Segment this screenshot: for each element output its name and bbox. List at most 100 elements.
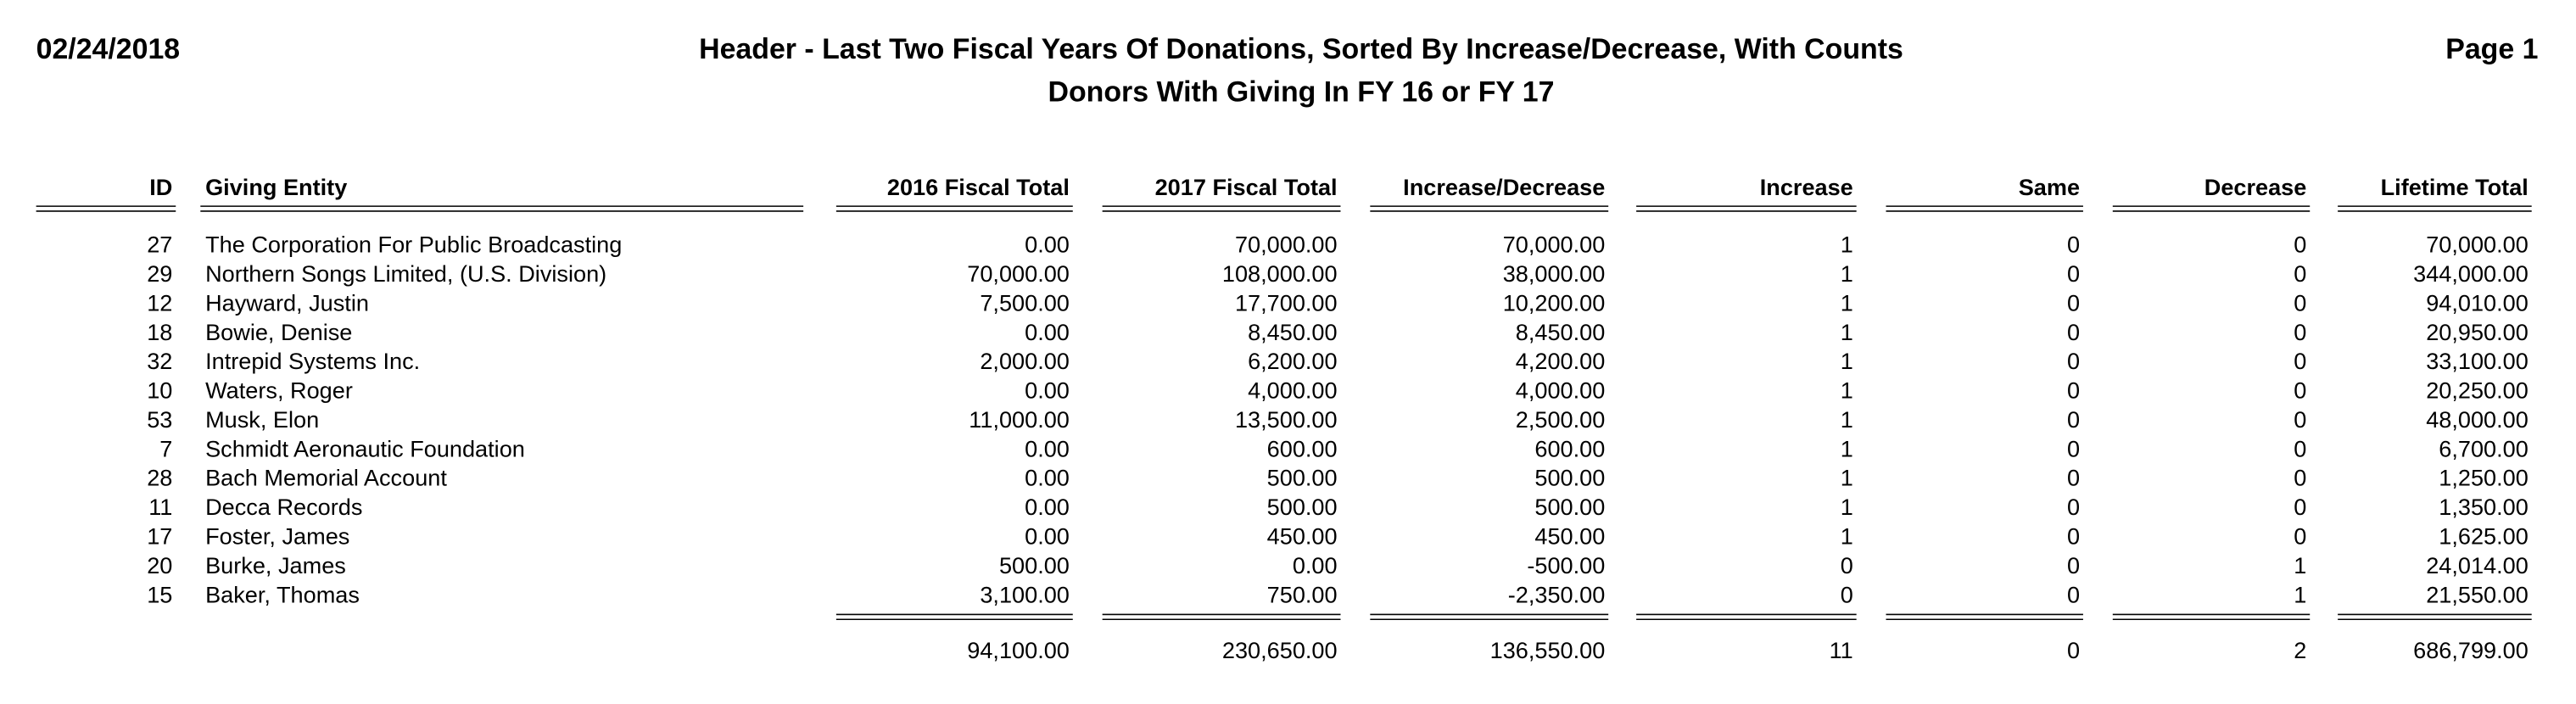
cell: 7	[159, 435, 172, 461]
cell: 0.00	[1025, 523, 1070, 550]
cell: 1,350.00	[2439, 494, 2529, 520]
cell: 4,000.00	[1516, 377, 1606, 404]
cell: 1,250.00	[2439, 465, 2529, 491]
total-cell: 11	[1830, 637, 1853, 663]
cell: 0	[2067, 406, 2080, 433]
entity-name: Baker, Thomas	[205, 581, 360, 607]
cell: 0	[2294, 523, 2306, 550]
cell: 0.00	[1025, 494, 1070, 520]
cell: 1	[1841, 260, 1853, 287]
cell: 0	[2294, 406, 2306, 433]
entity-name: Decca Records	[205, 494, 362, 520]
cell: 0.00	[1025, 319, 1070, 345]
cell: 0	[2294, 435, 2306, 461]
cell: 0	[2294, 232, 2306, 258]
total-cell: 0	[2067, 637, 2080, 663]
cell: 450.00	[1534, 523, 1605, 550]
cell: 0.00	[1025, 232, 1070, 258]
cell: 1	[1841, 523, 1853, 550]
cell: 0	[2294, 319, 2306, 345]
cell: 0	[2294, 377, 2306, 404]
cell: 3,100.00	[980, 581, 1070, 607]
cell: 0	[2067, 232, 2080, 258]
total-cell: 2	[2294, 637, 2306, 663]
cell: 15	[147, 581, 172, 607]
entity-name: Burke, James	[205, 552, 346, 578]
entity-name: Waters, Roger	[205, 377, 353, 404]
cell: 0.00	[1025, 465, 1070, 491]
page-number: Page 1	[2445, 33, 2538, 65]
total-cell: 136,550.00	[1490, 637, 1606, 663]
cell: 20,950.00	[2426, 319, 2529, 345]
cell: 4,200.00	[1516, 348, 1606, 374]
cell: 0	[2067, 319, 2080, 345]
cell: 0	[1841, 552, 1853, 578]
cell: 94,010.00	[2426, 289, 2529, 316]
cell: 1	[1841, 465, 1853, 491]
cell: 500.00	[999, 552, 1070, 578]
cell: 0	[2294, 494, 2306, 520]
cell: 500.00	[1267, 494, 1338, 520]
cell: -2,350.00	[1508, 581, 1606, 607]
cell: 18	[147, 319, 172, 345]
cell: 17	[147, 523, 172, 550]
cell: 10	[147, 377, 172, 404]
cell: 0	[2067, 289, 2080, 316]
cell: 12	[147, 289, 172, 316]
cell: 33,100.00	[2426, 348, 2529, 374]
cell: 0	[2294, 348, 2306, 374]
cell: 0	[2067, 348, 2080, 374]
cell: 0	[2067, 435, 2080, 461]
cell: 344,000.00	[2413, 260, 2529, 287]
cell: 0	[2067, 523, 2080, 550]
cell: 0	[2067, 494, 2080, 520]
cell: 1	[1841, 319, 1853, 345]
cell: 6,200.00	[1248, 348, 1338, 374]
cell: 1	[1841, 406, 1853, 433]
cell: 29	[147, 260, 172, 287]
cell: 10,200.00	[1503, 289, 1606, 316]
cell: 1	[1841, 435, 1853, 461]
total-cell: 94,100.00	[967, 637, 1070, 663]
cell: 1	[1841, 348, 1853, 374]
cell: 21,550.00	[2426, 581, 2529, 607]
entity-name: Hayward, Justin	[205, 289, 369, 316]
column-header: Increase	[1760, 174, 1853, 200]
cell: 0	[2067, 377, 2080, 404]
cell: 450.00	[1267, 523, 1338, 550]
cell: 1	[1841, 494, 1853, 520]
cell: 53	[147, 406, 172, 433]
cell: 17,700.00	[1235, 289, 1338, 316]
cell: 48,000.00	[2426, 406, 2529, 433]
column-header: Same	[2019, 174, 2080, 200]
entity-name: Northern Songs Limited, (U.S. Division)	[205, 260, 606, 287]
column-header: Lifetime Total	[2381, 174, 2529, 200]
cell: 0.00	[1025, 377, 1070, 404]
column-header: ID	[149, 174, 172, 200]
cell: 108,000.00	[1222, 260, 1338, 287]
cell: 500.00	[1267, 465, 1338, 491]
entity-name: Bach Memorial Account	[205, 465, 447, 491]
cell: 70,000.00	[1235, 232, 1338, 258]
cell: 70,000.00	[2426, 232, 2529, 258]
cell: 28	[147, 465, 172, 491]
cell: -500.00	[1527, 552, 1605, 578]
cell: 2,000.00	[980, 348, 1070, 374]
cell: 600.00	[1267, 435, 1338, 461]
cell: 13,500.00	[1235, 406, 1338, 433]
cell: 0	[2067, 260, 2080, 287]
cell: 4,000.00	[1248, 377, 1338, 404]
cell: 1	[1841, 232, 1853, 258]
cell: 750.00	[1267, 581, 1338, 607]
total-cell: 230,650.00	[1222, 637, 1338, 663]
cell: 11,000.00	[969, 406, 1070, 433]
cell: 1	[2294, 552, 2306, 578]
cell: 1	[1841, 377, 1853, 404]
cell: 70,000.00	[1503, 232, 1606, 258]
cell: 0	[2294, 260, 2306, 287]
cell: 20,250.00	[2426, 377, 2529, 404]
cell: 8,450.00	[1516, 319, 1606, 345]
cell: 24,014.00	[2426, 552, 2529, 578]
cell: 2,500.00	[1516, 406, 1606, 433]
